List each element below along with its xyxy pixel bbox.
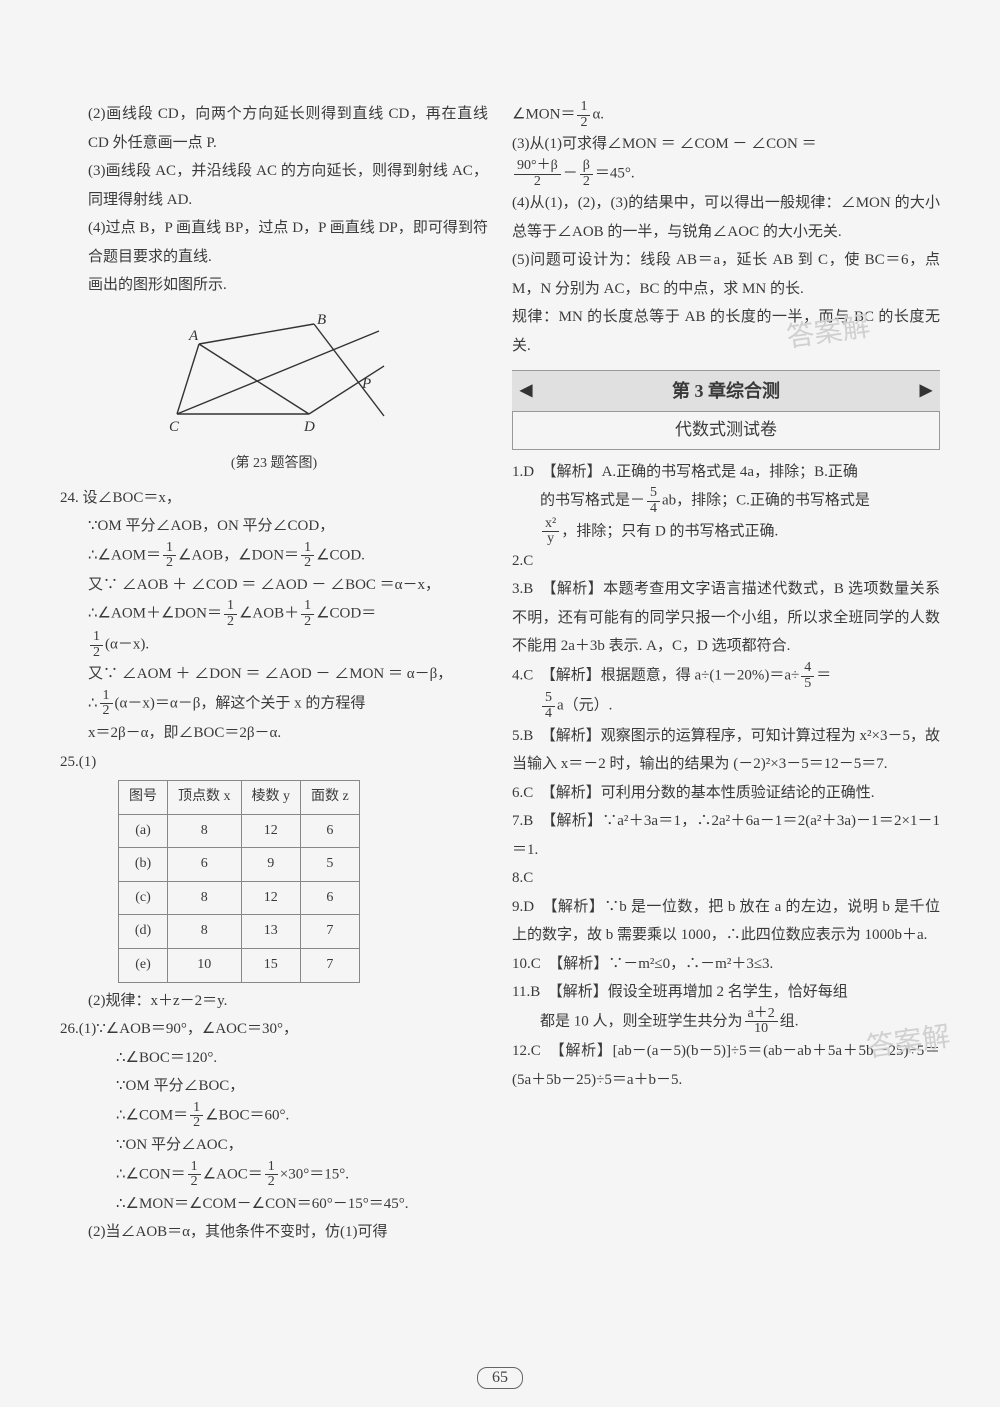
table-cell: 15 bbox=[241, 949, 301, 983]
table-cell: (b) bbox=[119, 848, 168, 882]
left-column: (2)画线段 CD，向两个方向延长则得到直线 CD，再在直线 CD 外任意画一点… bbox=[60, 100, 488, 1247]
text-line: 规律：MN 的长度总等于 AB 的长度的一半，而与 BC 的长度无关. bbox=[512, 303, 940, 360]
text-line: 90°＋β2－β2＝45°. bbox=[512, 159, 940, 189]
table-header: 顶点数 x bbox=[168, 781, 242, 815]
figure-label-a: A bbox=[188, 328, 199, 344]
text-line: ∴∠BOC＝120°. bbox=[60, 1044, 488, 1073]
text-line: ∴12(α－x)＝α－β，解这个关于 x 的方程得 bbox=[60, 689, 488, 719]
table-row: (c)8126 bbox=[119, 881, 360, 915]
answer-7: 7.B 【解析】∵a²＋3a＝1，∴2a²＋6a－1＝2(a²＋3a)－1＝2×… bbox=[512, 807, 940, 864]
table-cell: 8 bbox=[168, 881, 242, 915]
answer-9: 9.D 【解析】∵b 是一位数，把 b 放在 a 的左边，说明 b 是千位上的数… bbox=[512, 893, 940, 950]
figure-label-d: D bbox=[303, 419, 315, 435]
table-row: (d)8137 bbox=[119, 915, 360, 949]
table-cell: 12 bbox=[241, 814, 301, 848]
text-line: x＝2β－α，即∠BOC＝2β－α. bbox=[60, 719, 488, 748]
table-header: 图号 bbox=[119, 781, 168, 815]
table-header: 棱数 y bbox=[241, 781, 301, 815]
answer-12: 12.C 【解析】[ab－(a－5)(b－5)]÷5＝(ab－ab＋5a＋5b－… bbox=[512, 1037, 940, 1094]
text-line: (2)画线段 CD，向两个方向延长则得到直线 CD，再在直线 CD 外任意画一点… bbox=[60, 100, 488, 157]
geometry-figure: A B C D P (第 23 题答图) bbox=[60, 306, 488, 478]
table-cell: 6 bbox=[301, 814, 360, 848]
page-number: 65 bbox=[0, 1367, 1000, 1389]
chapter-subtitle: 代数式测试卷 bbox=[512, 412, 940, 449]
answer-10: 10.C 【解析】∵－m²≤0，∴－m²＋3≤3. bbox=[512, 950, 940, 979]
table-cell: 5 bbox=[301, 848, 360, 882]
text-line: 又∵ ∠AOM ＋ ∠DON ＝ ∠AOD － ∠MON ＝ α－β， bbox=[60, 660, 488, 689]
table-cell: (d) bbox=[119, 915, 168, 949]
table-cell: 6 bbox=[301, 881, 360, 915]
answer-5: 5.B 【解析】观察图示的运算程序，可知计算过程为 x²×3－5，故当输入 x＝… bbox=[512, 722, 940, 779]
chapter-title: ◀ 第 3 章综合测 ▶ bbox=[512, 370, 940, 412]
answer-11: 11.B 【解析】假设全班再增加 2 名学生，恰好每组 bbox=[512, 978, 940, 1007]
text-line: ∵OM 平分∠AOB，ON 平分∠COD， bbox=[60, 512, 488, 541]
figure-label-p: P bbox=[361, 376, 371, 392]
text-line: (2)当∠AOB＝α，其他条件不变时，仿(1)可得 bbox=[60, 1218, 488, 1247]
table-header: 面数 z bbox=[301, 781, 360, 815]
text-line: ∴∠AOM＝12∠AOB，∠DON＝12∠COD. bbox=[60, 541, 488, 571]
problem-25: 25.(1) 图号顶点数 x棱数 y面数 z (a)8126(b)695(c)8… bbox=[60, 748, 488, 983]
problem-24: 24. 设∠BOC＝x， bbox=[60, 484, 488, 513]
table-cell: 6 bbox=[168, 848, 242, 882]
figure-label-c: C bbox=[169, 419, 180, 435]
table-cell: (e) bbox=[119, 949, 168, 983]
text-line: 都是 10 人，则全班学生共分为a＋210组. bbox=[512, 1007, 940, 1037]
answer-1: 1.D 【解析】A.正确的书写格式是 4a，排除；B.正确 bbox=[512, 458, 940, 487]
text-line: (4)过点 B，P 画直线 BP，过点 D，P 画直线 DP，即可得到符合题目要… bbox=[60, 214, 488, 271]
text-line: ∴∠MON＝∠COM－∠CON＝60°－15°＝45°. bbox=[60, 1190, 488, 1219]
table-cell: 10 bbox=[168, 949, 242, 983]
text-line: (3)画线段 AC，并沿线段 AC 的方向延长，则得到射线 AC，同理得射线 A… bbox=[60, 157, 488, 214]
table-cell: 12 bbox=[241, 881, 301, 915]
text-line: x²y，排除；只有 D 的书写格式正确. bbox=[512, 517, 940, 547]
answer-8: 8.C bbox=[512, 864, 940, 893]
figure-caption: (第 23 题答图) bbox=[60, 451, 488, 478]
text-line: 又∵ ∠AOB ＋ ∠COD ＝ ∠AOD － ∠BOC ＝α－x， bbox=[60, 571, 488, 600]
table-row: (a)8126 bbox=[119, 814, 360, 848]
triangle-left-icon: ◀ bbox=[520, 376, 532, 406]
problem-label: 25.(1) bbox=[60, 748, 108, 777]
text-line: 12(α－x). bbox=[60, 630, 488, 660]
text-line: ∵OM 平分∠BOC， bbox=[60, 1072, 488, 1101]
chapter-banner: ◀ 第 3 章综合测 ▶ 代数式测试卷 bbox=[512, 370, 940, 449]
table-row: (e)10157 bbox=[119, 949, 360, 983]
text-line: (2)规律：x＋z－2＝y. bbox=[60, 987, 488, 1016]
text-line: ∴∠CON＝12∠AOC＝12×30°＝15°. bbox=[60, 1160, 488, 1190]
text-line: 的书写格式是－54ab，排除；C.正确的书写格式是 bbox=[512, 486, 940, 516]
answer-4: 4.C 【解析】根据题意，得 a÷(1－20%)＝a÷45＝ bbox=[512, 661, 940, 691]
euler-table: 图号顶点数 x棱数 y面数 z (a)8126(b)695(c)8126(d)8… bbox=[118, 780, 360, 983]
text-line: 54a（元）. bbox=[512, 691, 940, 721]
text-line: ∴∠COM＝12∠BOC＝60°. bbox=[60, 1101, 488, 1131]
text-line: (5)问题可设计为：线段 AB＝a，延长 AB 到 C，使 BC＝6，点 M，N… bbox=[512, 246, 940, 303]
text-line: (4)从(1)，(2)，(3)的结果中，可以得出一般规律：∠MON 的大小总等于… bbox=[512, 189, 940, 246]
problem-26: 26.(1)∵∠AOB＝90°，∠AOC＝30°， bbox=[60, 1015, 488, 1044]
text-line: ∴∠AOM＋∠DON＝12∠AOB＋12∠COD＝ bbox=[60, 599, 488, 629]
text-line: ∠MON＝12α. bbox=[512, 100, 940, 130]
table-cell: 9 bbox=[241, 848, 301, 882]
text-line: (3)从(1)可求得∠MON ＝ ∠COM － ∠CON ＝ bbox=[512, 130, 940, 159]
table-row: (b)695 bbox=[119, 848, 360, 882]
table-cell: 13 bbox=[241, 915, 301, 949]
table-cell: 7 bbox=[301, 949, 360, 983]
table-cell: (c) bbox=[119, 881, 168, 915]
answer-6: 6.C 【解析】可利用分数的基本性质验证结论的正确性. bbox=[512, 779, 940, 808]
text-line: 画出的图形如图所示. bbox=[60, 271, 488, 300]
page-container: (2)画线段 CD，向两个方向延长则得到直线 CD，再在直线 CD 外任意画一点… bbox=[60, 0, 940, 1267]
right-column: ∠MON＝12α. (3)从(1)可求得∠MON ＝ ∠COM － ∠CON ＝… bbox=[512, 100, 940, 1247]
answer-2: 2.C bbox=[512, 547, 940, 576]
table-cell: 7 bbox=[301, 915, 360, 949]
text-line: ∵ON 平分∠AOC， bbox=[60, 1131, 488, 1160]
triangle-right-icon: ▶ bbox=[920, 376, 932, 406]
table-cell: (a) bbox=[119, 814, 168, 848]
figure-label-b: B bbox=[317, 312, 326, 328]
table-cell: 8 bbox=[168, 915, 242, 949]
table-cell: 8 bbox=[168, 814, 242, 848]
answer-3: 3.B 【解析】本题考查用文字语言描述代数式，B 选项数量关系不明，还有可能有的… bbox=[512, 575, 940, 661]
